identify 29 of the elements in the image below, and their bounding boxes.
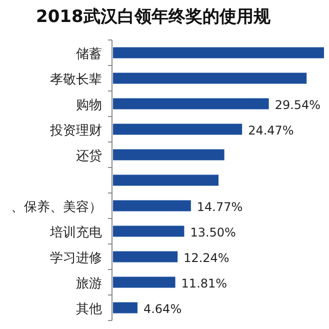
y-tick-label: 投资理财 — [49, 123, 102, 138]
y-tick-label: 储蓄 — [76, 46, 102, 62]
bar — [113, 72, 307, 84]
y-tick-label: 孝敬长辈 — [50, 72, 102, 88]
bar — [113, 200, 191, 212]
data-label: 24.47% — [248, 123, 294, 138]
y-tick-label: 培训充电 — [49, 225, 102, 240]
y-tick-label: 旅游 — [76, 276, 102, 292]
y-tick-label: 其他 — [76, 302, 102, 317]
bar — [113, 226, 184, 237]
bar — [113, 149, 224, 160]
bar — [113, 174, 218, 186]
y-tick-label: 学习进修 — [50, 250, 102, 266]
data-label: 4.64% — [143, 302, 182, 316]
bar — [113, 124, 242, 135]
chart-title: 2018武汉白领年终奖的使用规 — [36, 7, 272, 27]
data-label: 13.50% — [190, 225, 236, 240]
y-tick-label: 、保养、美容） — [11, 198, 102, 215]
data-label: 14.77% — [196, 200, 243, 214]
bar — [113, 276, 176, 288]
bar — [113, 47, 324, 58]
data-label: 11.81% — [181, 276, 228, 290]
bar — [113, 302, 138, 314]
data-label: 29.54% — [274, 98, 321, 112]
bar — [113, 98, 269, 110]
data-label: 12.24% — [184, 250, 230, 265]
bar — [113, 251, 178, 262]
y-tick-label: 还贷 — [76, 148, 102, 164]
y-tick-label: 购物 — [76, 98, 102, 113]
